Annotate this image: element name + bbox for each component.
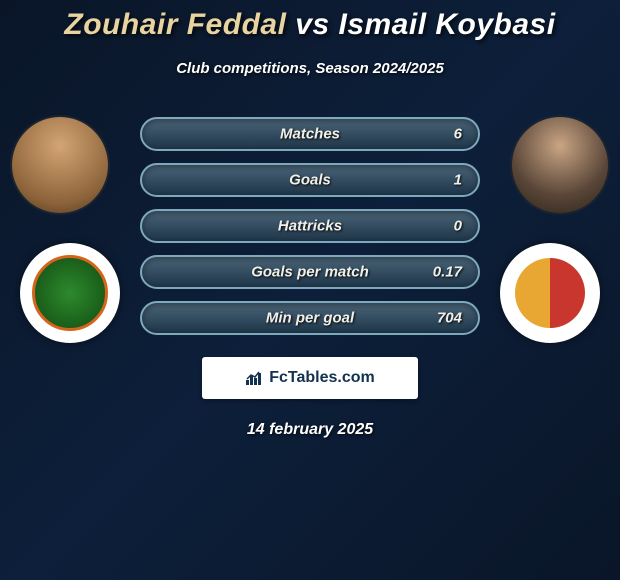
player2-name: Ismail Koybasi xyxy=(338,8,555,41)
content-area: Matches 6 Goals 1 Hattricks 0 Goals per … xyxy=(0,115,620,439)
stat-bar: Min per goal 704 xyxy=(140,301,480,335)
stat-value: 1 xyxy=(454,172,462,189)
stat-bar: Goals 1 xyxy=(140,163,480,197)
stat-bar: Goals per match 0.17 xyxy=(140,255,480,289)
date-text: 14 february 2025 xyxy=(0,421,620,439)
watermark-badge: FcTables.com xyxy=(202,357,418,399)
stat-label: Hattricks xyxy=(142,218,478,235)
subtitle: Club competitions, Season 2024/2025 xyxy=(0,60,620,77)
stat-value: 0.17 xyxy=(433,264,462,281)
player2-avatar xyxy=(510,115,610,215)
chart-icon xyxy=(245,370,263,386)
stats-bars: Matches 6 Goals 1 Hattricks 0 Goals per … xyxy=(140,115,480,335)
watermark-text: FcTables.com xyxy=(269,369,375,387)
stat-value: 0 xyxy=(454,218,462,235)
vs-text: vs xyxy=(295,8,329,41)
stat-label: Min per goal xyxy=(142,310,478,327)
player1-name: Zouhair Feddal xyxy=(64,8,286,41)
page-title: Zouhair Feddal vs Ismail Koybasi xyxy=(0,8,620,42)
stat-label: Matches xyxy=(142,126,478,143)
stat-label: Goals xyxy=(142,172,478,189)
team1-badge xyxy=(20,243,120,343)
stat-value: 6 xyxy=(454,126,462,143)
stat-bar: Matches 6 xyxy=(140,117,480,151)
team2-badge xyxy=(500,243,600,343)
infographic-container: Zouhair Feddal vs Ismail Koybasi Club co… xyxy=(0,0,620,580)
stat-label: Goals per match xyxy=(142,264,478,281)
stat-bar: Hattricks 0 xyxy=(140,209,480,243)
player1-avatar xyxy=(10,115,110,215)
stat-value: 704 xyxy=(437,310,462,327)
